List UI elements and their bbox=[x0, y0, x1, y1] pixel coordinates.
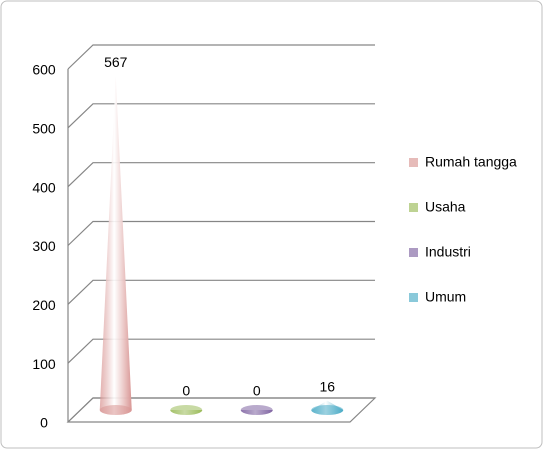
grid-line bbox=[67, 397, 375, 423]
grid-line bbox=[67, 162, 375, 188]
cone-base bbox=[311, 405, 344, 415]
legend-swatch bbox=[409, 293, 418, 302]
legend-swatch bbox=[409, 203, 418, 212]
data-label: 567 bbox=[104, 54, 128, 70]
grid-line bbox=[67, 44, 375, 70]
cone-base bbox=[240, 405, 273, 415]
y-tick-label: 200 bbox=[32, 297, 56, 313]
legend-label: Usaha bbox=[425, 199, 466, 215]
legend-label: Rumah tangga bbox=[425, 154, 517, 170]
legend-label: Industri bbox=[425, 244, 471, 260]
y-tick-label: 400 bbox=[32, 179, 56, 195]
cone-base bbox=[99, 405, 132, 415]
grid-line bbox=[67, 220, 375, 246]
data-label: 16 bbox=[319, 378, 335, 394]
legend-label: Umum bbox=[425, 289, 466, 305]
legend-swatch bbox=[409, 158, 418, 167]
grid-line bbox=[67, 338, 375, 364]
grid-line bbox=[67, 103, 375, 129]
data-label: 0 bbox=[253, 383, 261, 399]
grid-line bbox=[67, 279, 375, 305]
y-tick-label: 0 bbox=[40, 415, 48, 431]
cone bbox=[99, 76, 132, 415]
legend-swatch bbox=[409, 248, 418, 257]
y-tick-label: 600 bbox=[32, 62, 56, 78]
y-tick-label: 500 bbox=[32, 121, 56, 137]
y-tick-label: 100 bbox=[32, 356, 56, 372]
y-tick-label: 300 bbox=[32, 238, 56, 254]
cone-base bbox=[170, 405, 203, 415]
data-label: 0 bbox=[182, 383, 190, 399]
